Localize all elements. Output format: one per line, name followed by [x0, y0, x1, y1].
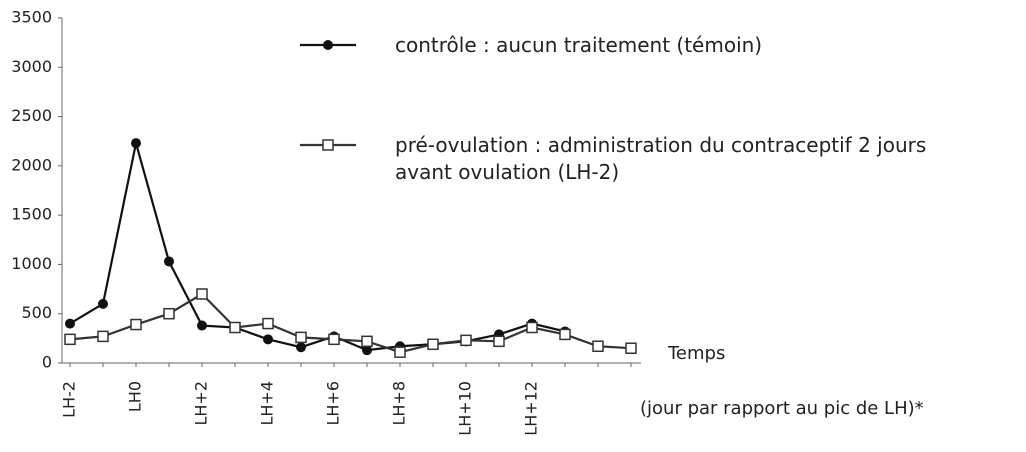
y-tick-label: 0: [42, 353, 52, 372]
y-tick-label: 3000: [11, 57, 52, 76]
point: [65, 318, 75, 329]
point: [163, 307, 175, 320]
legend-marker: [322, 139, 334, 151]
point: [98, 298, 108, 309]
point: [526, 321, 538, 334]
x-tick-label: LH+10: [456, 381, 475, 436]
x-tick-label: LH-2: [60, 381, 79, 418]
y-tick-label: 2000: [11, 155, 52, 174]
point: [394, 346, 406, 358]
point: [263, 334, 273, 345]
point: [262, 317, 274, 330]
x-axis-sublabel: (jour par rapport au pic de LH)*: [640, 398, 924, 419]
point: [130, 318, 142, 331]
y-tick-label: 2500: [11, 106, 52, 125]
point: [164, 256, 174, 267]
legend-label: contrôle : aucun traitement (témoin): [395, 33, 763, 57]
point: [361, 335, 373, 348]
point: [197, 320, 207, 331]
point: [592, 340, 604, 352]
point: [427, 338, 439, 351]
x-tick-label: LH+8: [390, 381, 409, 426]
point: [196, 288, 208, 300]
point: [493, 335, 505, 348]
x-tick-label: LH+2: [192, 381, 211, 426]
point: [625, 342, 637, 354]
point: [559, 328, 571, 341]
x-tick-label: LH0: [126, 381, 145, 412]
y-tick-label: 3500: [11, 8, 52, 27]
y-tick-label: 1500: [11, 205, 52, 224]
legend-label: pré-ovulation : administration du contra…: [395, 133, 927, 184]
x-tick-label: LH+4: [258, 381, 277, 426]
point: [328, 333, 340, 346]
x-tick-label: LH+12: [522, 381, 541, 436]
point: [97, 330, 109, 343]
point: [64, 333, 76, 346]
legend-marker: [323, 40, 333, 50]
y-tick-label: 500: [21, 303, 52, 322]
point: [295, 331, 307, 344]
point: [460, 334, 472, 347]
series-line: [69, 142, 566, 352]
x-axis-label: Temps: [668, 343, 726, 364]
y-tick-label: 1000: [11, 254, 52, 273]
point: [362, 345, 372, 356]
point: [229, 321, 241, 334]
point: [296, 342, 306, 353]
x-tick-label: LH+6: [324, 381, 343, 426]
point: [131, 138, 141, 149]
